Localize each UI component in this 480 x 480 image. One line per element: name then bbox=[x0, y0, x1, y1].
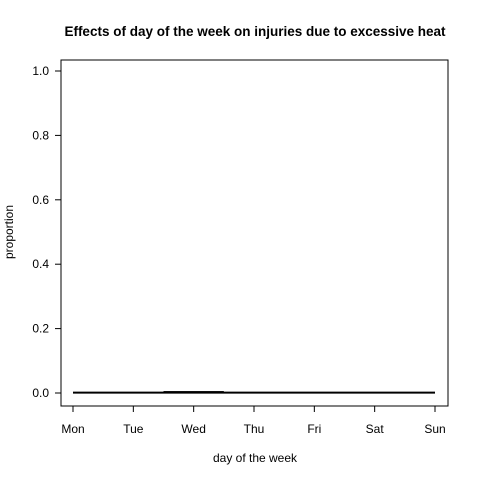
x-tick-label: Sun bbox=[424, 422, 445, 436]
chart-title: Effects of day of the week on injuries d… bbox=[64, 24, 446, 39]
x-axis-label: day of the week bbox=[213, 451, 298, 465]
y-axis: 0.0 0.2 0.4 0.6 0.8 1.0 bbox=[32, 64, 61, 400]
y-tick-label: 0.4 bbox=[32, 257, 49, 271]
y-tick-label: 0.6 bbox=[32, 193, 49, 207]
x-tick-label: Mon bbox=[61, 422, 84, 436]
x-tick-label: Sat bbox=[366, 422, 385, 436]
x-tick-label: Fri bbox=[307, 422, 321, 436]
y-tick-label: 0.2 bbox=[32, 322, 49, 336]
plot-frame bbox=[61, 60, 448, 406]
y-axis-label: proportion bbox=[2, 205, 16, 259]
x-tick-label: Tue bbox=[123, 422, 144, 436]
x-tick-label: Wed bbox=[181, 422, 205, 436]
y-tick-label: 0.0 bbox=[32, 386, 49, 400]
x-axis: Mon Tue Wed Thu Fri Sat Sun bbox=[61, 406, 445, 436]
data-marks bbox=[73, 391, 435, 393]
y-tick-label: 1.0 bbox=[32, 64, 49, 78]
x-tick-label: Thu bbox=[244, 422, 265, 436]
y-tick-label: 0.8 bbox=[32, 128, 49, 142]
